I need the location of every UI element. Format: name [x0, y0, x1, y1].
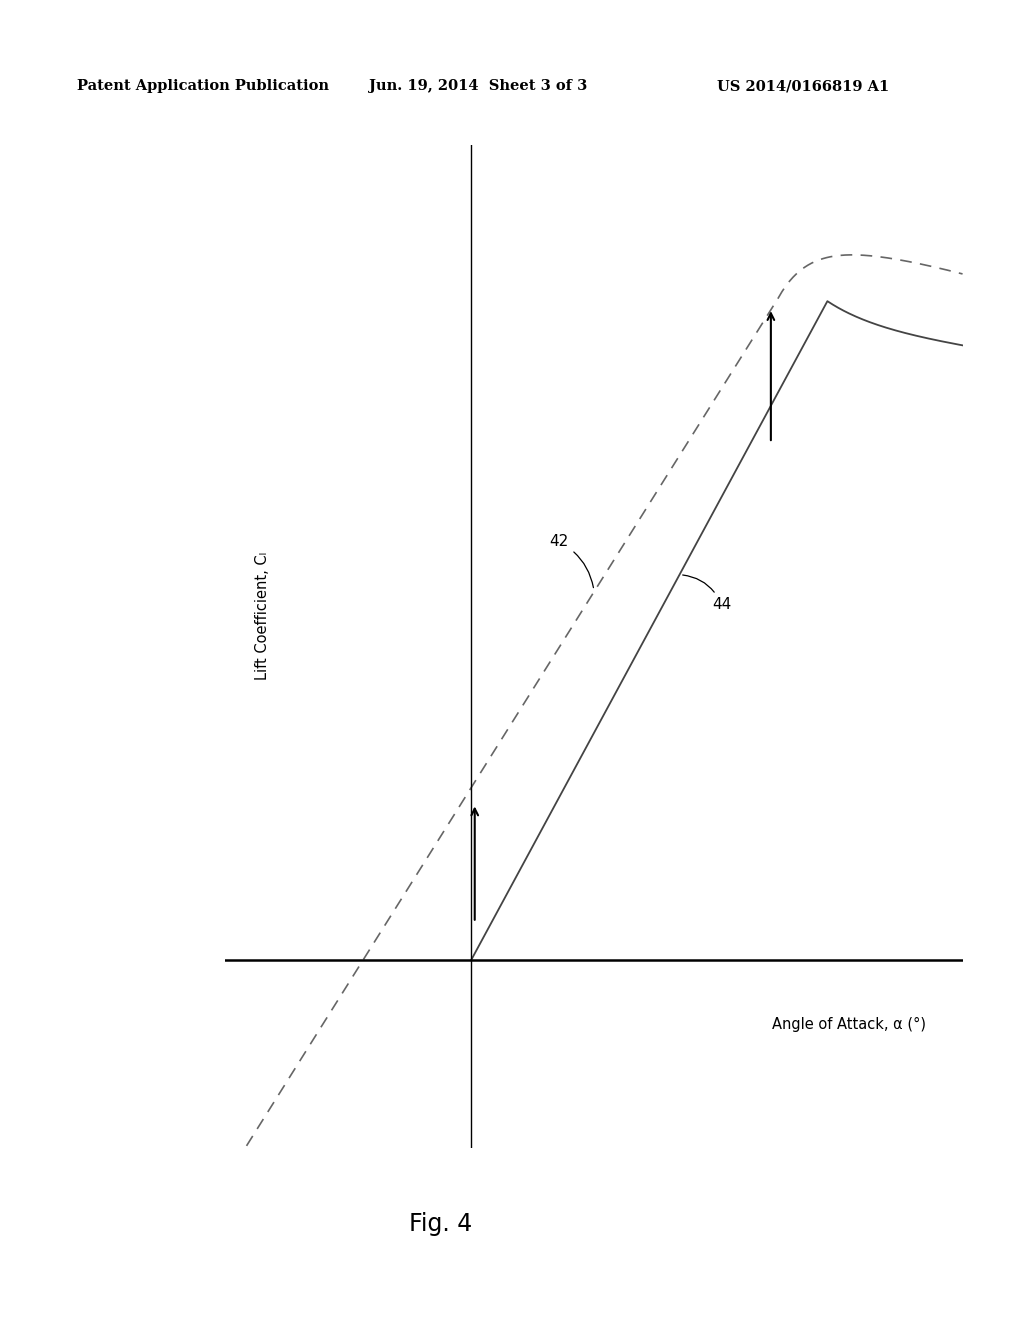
Text: Fig. 4: Fig. 4 — [409, 1212, 472, 1236]
Text: 42: 42 — [550, 535, 594, 587]
Text: US 2014/0166819 A1: US 2014/0166819 A1 — [717, 79, 889, 94]
Text: Jun. 19, 2014  Sheet 3 of 3: Jun. 19, 2014 Sheet 3 of 3 — [369, 79, 587, 94]
Text: Lift Coefficient, Cₗ: Lift Coefficient, Cₗ — [255, 552, 269, 680]
Text: 44: 44 — [683, 576, 731, 612]
Text: Patent Application Publication: Patent Application Publication — [77, 79, 329, 94]
Text: Angle of Attack, α (°): Angle of Attack, α (°) — [772, 1016, 926, 1032]
